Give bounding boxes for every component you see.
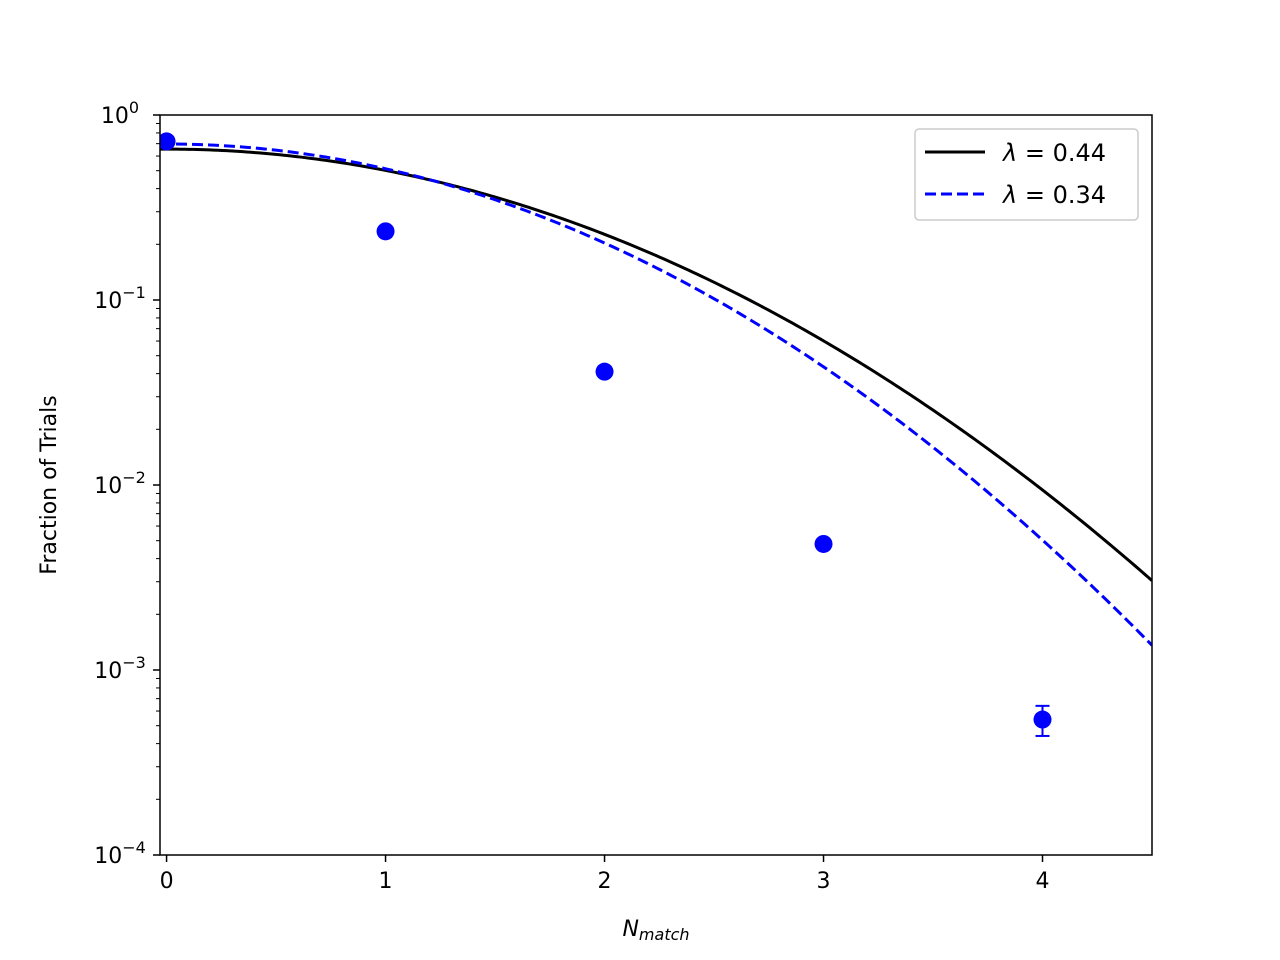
y-axis: 100 10−1 10−2 10−3 10−4 (94, 98, 160, 869)
series-line-2 (160, 142, 1152, 647)
curves-layer (160, 142, 1152, 647)
y-tick-label-3: 10−3 (94, 653, 146, 684)
y-tick-label-4: 10−4 (94, 838, 146, 869)
data-point-1 (376, 222, 395, 241)
y-axis-label: Fraction of Trials (37, 395, 62, 574)
data-point-4 (1033, 710, 1052, 729)
series-line-1 (160, 147, 1152, 582)
data-point-0 (160, 132, 176, 151)
y-tick-label-2: 10−2 (94, 468, 146, 499)
legend: λ = 0.44 λ = 0.34 (914, 128, 1139, 221)
y-tick-label-0: 100 (101, 98, 139, 129)
x-tick-label-4: 4 (1036, 869, 1050, 894)
legend-label-series-1: λ = 0.44 (1001, 139, 1106, 167)
x-tick-label-3: 3 (817, 869, 831, 894)
y-tick-label-1: 10−1 (94, 283, 146, 314)
legend-label-series-2: λ = 0.34 (1001, 181, 1106, 209)
x-tick-label-1: 1 (379, 869, 393, 894)
x-axis: 0 1 2 3 4 (160, 855, 1050, 894)
x-tick-label-0: 0 (160, 869, 174, 894)
x-axis-label: Nmatch (622, 917, 689, 944)
data-point-3 (814, 534, 833, 553)
points-layer (160, 132, 1052, 737)
data-point-2 (595, 362, 614, 381)
x-tick-label-2: 2 (598, 869, 612, 894)
